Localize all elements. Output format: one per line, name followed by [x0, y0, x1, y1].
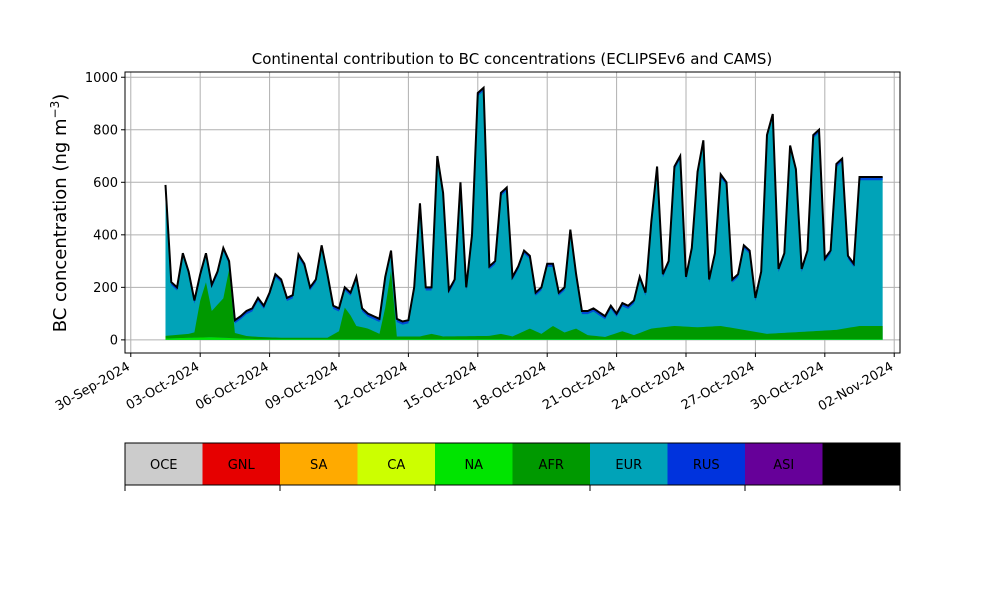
- colorbar-label-asi: ASI: [773, 458, 794, 473]
- colorbar-label-afr: AFR: [539, 458, 564, 473]
- x-tick-label: 09-Oct-2024: [263, 359, 341, 413]
- x-tick-label: 27-Oct-2024: [679, 359, 757, 413]
- chart-title: Continental contribution to BC concentra…: [252, 50, 773, 68]
- colorbar-swatch-gnl: [202, 443, 280, 485]
- area-afr: [165, 269, 883, 340]
- colorbar-swatch-afr: [512, 443, 590, 485]
- y-tick-label: 0: [110, 333, 118, 348]
- colorbar-swatch-aus: [822, 443, 900, 485]
- colorbar-label-na: NA: [464, 458, 483, 473]
- colorbar-label-rus: RUS: [693, 458, 720, 473]
- colorbar-swatch-asi: [745, 443, 823, 485]
- colorbar-label-ca: CA: [387, 458, 405, 473]
- colorbar-label-aus: AUS: [848, 458, 875, 473]
- total-line: [164, 85, 883, 323]
- area-eur: [165, 87, 883, 340]
- colorbar-swatch-eur: [590, 443, 668, 485]
- colorbar-frame: [124, 442, 901, 486]
- x-tick-label: 18-Oct-2024: [471, 359, 549, 413]
- colorbar-legend: OCE GNL SA CA NA AFR EUR RUS ASI AUS: [124, 442, 901, 491]
- area-na: [165, 337, 883, 340]
- x-tick-label: 03-Oct-2024: [124, 359, 202, 413]
- colorbar-swatch-rus: [667, 443, 745, 485]
- y-axis-label-text: BC concentration (ng m: [50, 118, 71, 332]
- svg-text:BC concentration (ng m−3): BC concentration (ng m−3): [48, 94, 71, 333]
- colorbar-label-gnl: GNL: [228, 458, 256, 473]
- colorbar-swatch-sa: [280, 443, 358, 485]
- x-tick-label: 30-Oct-2024: [748, 359, 826, 413]
- plot-frame: [124, 71, 901, 354]
- y-tick-label: 600: [93, 176, 118, 191]
- colorbar-label-oce: OCE: [150, 458, 178, 473]
- x-tick-label: 02-Nov-2024: [816, 359, 896, 414]
- y-axis-label-close: ): [50, 94, 71, 101]
- x-tick-label: 06-Oct-2024: [193, 359, 271, 413]
- y-tick-label: 200: [93, 281, 118, 296]
- y-tick-label: 1000: [85, 71, 118, 86]
- x-tick-label: 15-Oct-2024: [401, 359, 479, 413]
- colorbar-swatch-oce: [125, 443, 203, 485]
- y-tick-label: 400: [93, 228, 118, 243]
- x-tick-label: 21-Oct-2024: [540, 359, 618, 413]
- y-axis-label: BC concentration (ng m−3): [48, 94, 71, 333]
- colorbar-label-sa: SA: [310, 458, 327, 473]
- y-axis-label-superscript: −3: [48, 101, 62, 119]
- y-tick-label: 800: [93, 123, 118, 138]
- colorbar-swatch-ca: [357, 443, 435, 485]
- x-tick-label: 24-Oct-2024: [610, 359, 688, 413]
- plot-area: 0200400600800100030-Sep-202403-Oct-20240…: [53, 71, 901, 414]
- colorbar-label-eur: EUR: [615, 458, 642, 473]
- x-tick-label: 12-Oct-2024: [332, 359, 410, 413]
- colorbar-swatch-na: [435, 443, 513, 485]
- x-tick-label: 30-Sep-2024: [53, 359, 133, 414]
